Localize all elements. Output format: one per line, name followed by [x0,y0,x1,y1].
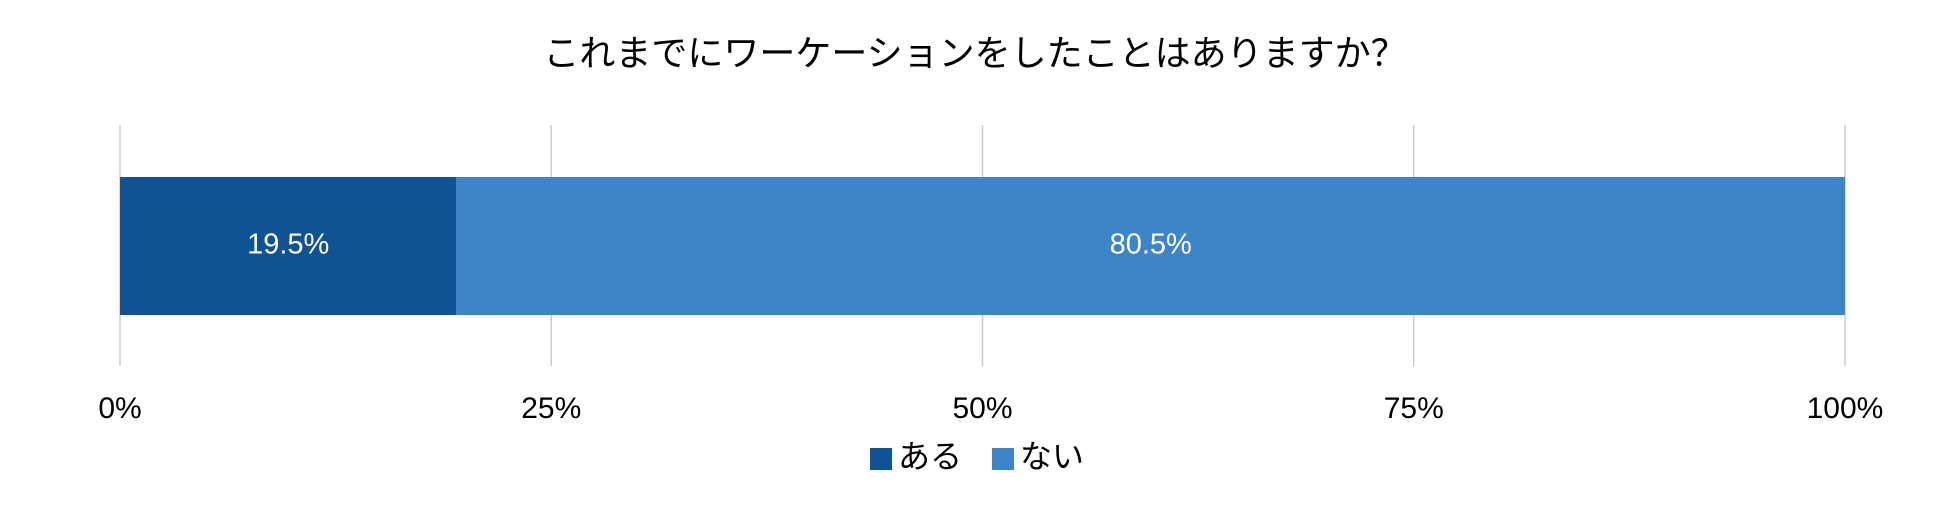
x-tick-label: 50% [952,392,1012,425]
value-label: 80.5% [1110,229,1192,261]
legend-swatch [870,448,892,470]
x-tick-label: 0% [98,392,141,425]
x-tick-label: 75% [1384,392,1444,425]
legend-label: ある [898,438,962,474]
legend-swatch [992,448,1015,470]
bar-segment [120,177,457,315]
legend-label: ない [1020,438,1084,474]
bar-segment [456,177,1845,315]
x-tick-label: 25% [521,392,581,425]
x-tick-label: 100% [1807,392,1884,425]
value-label: 19.5% [247,229,329,261]
chart-title: これまでにワーケーションをしたことはありますか？ [543,33,1406,74]
